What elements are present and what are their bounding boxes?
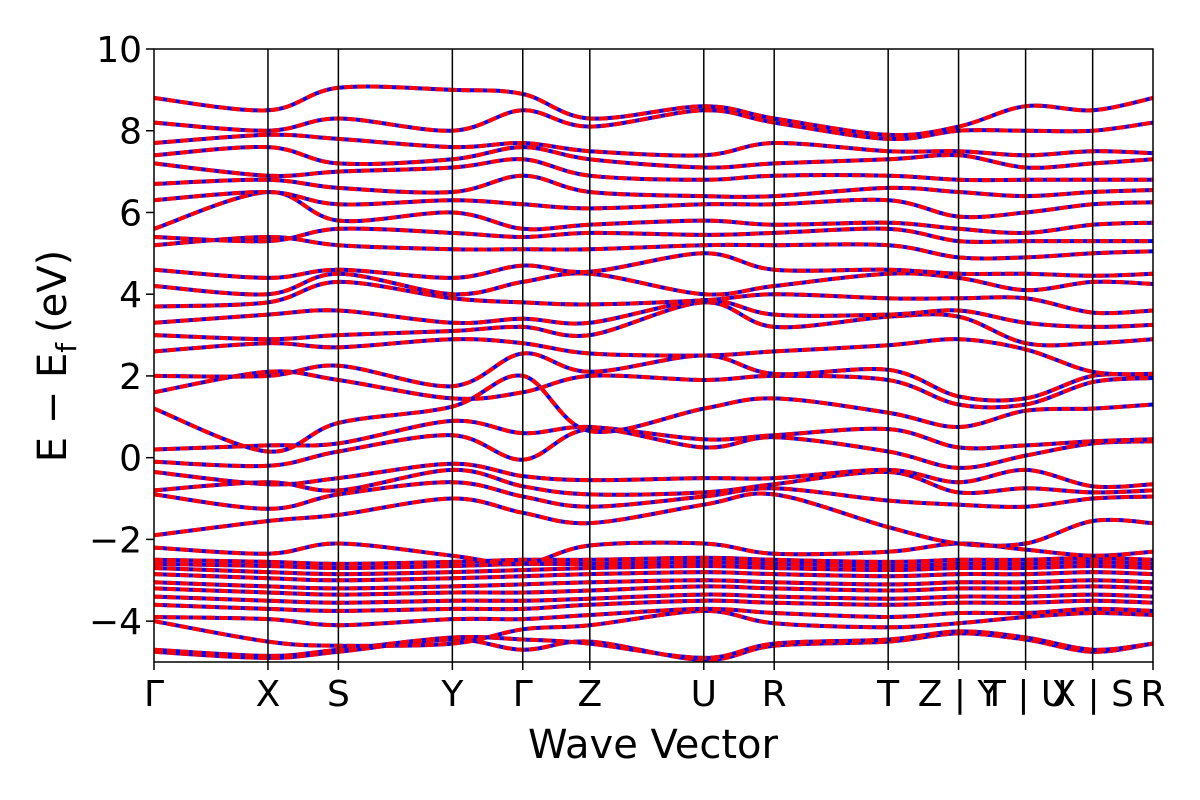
- band-line-solid: [154, 144, 1153, 170]
- x-tick-label: R: [1140, 674, 1165, 715]
- y-tick-label: 6: [119, 193, 142, 234]
- x-tick-label: S: [327, 674, 350, 715]
- x-tick-label: R: [762, 674, 787, 715]
- kpoint-divider-lines: [267, 49, 1094, 662]
- y-tick-label: 2: [119, 357, 142, 398]
- y-tick-label: 4: [119, 275, 142, 316]
- x-tick-label: Γ: [144, 674, 164, 715]
- band-line-dashed: [154, 84, 1153, 138]
- band-line-dashed: [154, 189, 1153, 235]
- x-tick-label: Z | Y: [918, 674, 1001, 715]
- x-tick-label: Y: [440, 674, 464, 715]
- plot-frame: [153, 48, 1154, 663]
- x-tick-label: X | S: [1051, 674, 1134, 715]
- y-tick-label: 10: [96, 30, 142, 71]
- band-line-solid: [154, 608, 1153, 648]
- y-axis-title-subscript: f: [50, 342, 83, 353]
- y-axis-title-main: E − E: [30, 353, 76, 463]
- band-line-dashed: [154, 373, 1153, 454]
- x-axis-title: Wave Vector: [528, 722, 779, 768]
- y-axis-title-unit: (eV): [30, 250, 76, 333]
- x-tick-label: Γ: [513, 674, 533, 715]
- y-axis-title: E − Ef (eV): [30, 250, 83, 463]
- y-tick-label: 8: [119, 112, 142, 153]
- y-axis-ticks: −4 −2 0 2 4 6 8 10: [89, 30, 154, 643]
- x-tick-label: X: [256, 674, 281, 715]
- band-line-dashed: [154, 461, 1153, 490]
- band-line-dashed: [154, 132, 1153, 158]
- y-tick-label: −2: [89, 520, 142, 561]
- y-tick-label: 0: [119, 439, 142, 480]
- x-tick-label: U: [691, 674, 717, 715]
- y-tick-label: −4: [89, 602, 142, 643]
- x-tick-label: T: [876, 674, 900, 715]
- x-tick-label: T | U: [983, 674, 1067, 715]
- band-line-dashed: [154, 271, 1153, 297]
- band-lines: [154, 84, 1153, 662]
- x-tick-label: Z: [577, 674, 602, 715]
